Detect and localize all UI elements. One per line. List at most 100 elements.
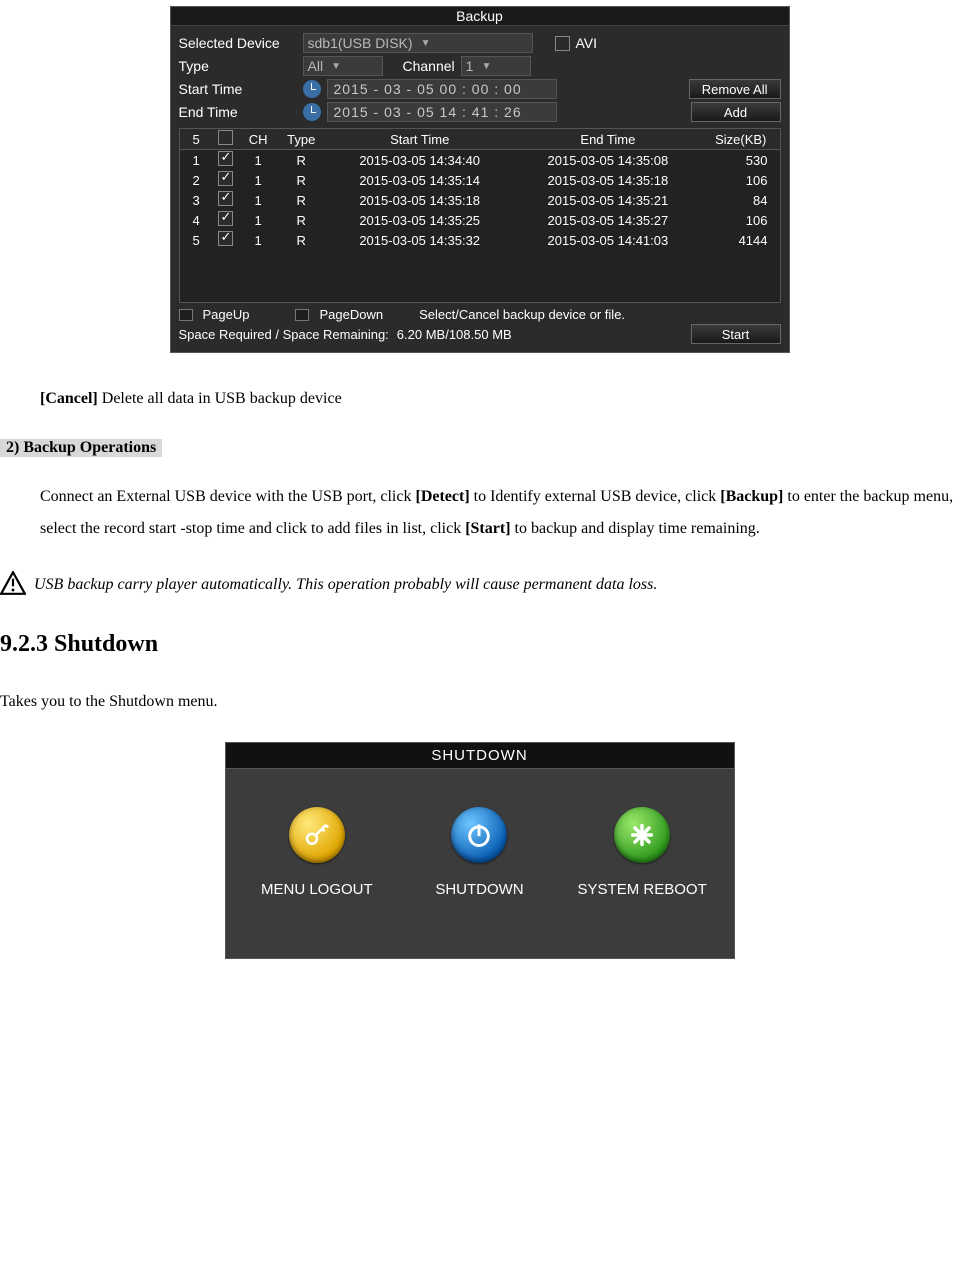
- row-type: R: [277, 150, 326, 171]
- clock-icon: [303, 80, 321, 98]
- select-all-checkbox[interactable]: [218, 130, 233, 145]
- row-idx: 5: [180, 230, 213, 250]
- pagedown-label[interactable]: PageDown: [319, 307, 383, 322]
- row-checkbox[interactable]: [218, 211, 233, 226]
- channel-label: Channel: [403, 58, 455, 74]
- col-ch: CH: [239, 129, 277, 150]
- row-type: R: [277, 190, 326, 210]
- col-start: Start Time: [326, 129, 514, 150]
- chevron-down-icon: ▼: [329, 61, 343, 72]
- row-size: 84: [702, 190, 780, 210]
- row-idx: 1: [180, 150, 213, 171]
- channel-value: 1: [466, 58, 474, 74]
- backup-table: 5 CH Type Start Time End Time Size(KB) 1…: [179, 128, 781, 303]
- selected-device-value: sdb1(USB DISK): [308, 35, 413, 51]
- backup-dialog: Backup Selected Device sdb1(USB DISK) ▼ …: [170, 6, 790, 353]
- cancel-line: [Cancel] Delete all data in USB backup d…: [40, 383, 959, 415]
- table-row[interactable]: 2 1R2015-03-05 14:35:142015-03-05 14:35:1…: [180, 170, 780, 190]
- row-checkbox[interactable]: [218, 231, 233, 246]
- pageup-label[interactable]: PageUp: [203, 307, 250, 322]
- system-reboot-label: SYSTEM REBOOT: [567, 881, 717, 898]
- row-ch: 1: [239, 150, 277, 171]
- add-button[interactable]: Add: [691, 102, 781, 122]
- pagedown-key-icon: [295, 309, 309, 321]
- type-value: All: [308, 58, 324, 74]
- row-checkbox[interactable]: [218, 191, 233, 206]
- row-idx: 4: [180, 210, 213, 230]
- row-end: 2015-03-05 14:35:08: [514, 150, 702, 171]
- row-start: 2015-03-05 14:35:32: [326, 230, 514, 250]
- row-end: 2015-03-05 14:35:18: [514, 170, 702, 190]
- row-ch: 1: [239, 170, 277, 190]
- selected-device-label: Selected Device: [179, 35, 297, 51]
- asterisk-icon: [614, 807, 670, 863]
- start-time-field[interactable]: 2015 - 03 - 05 00 : 00 : 00: [327, 79, 557, 99]
- warning-icon: [0, 571, 26, 595]
- key-icon: [289, 807, 345, 863]
- row-end: 2015-03-05 14:41:03: [514, 230, 702, 250]
- chevron-down-icon: ▼: [479, 61, 493, 72]
- clock-icon: [303, 103, 321, 121]
- shutdown-intro: Takes you to the Shutdown menu.: [0, 686, 959, 718]
- table-row[interactable]: 11R2015-03-05 14:34:402015-03-05 14:35:0…: [180, 150, 780, 171]
- row-size: 530: [702, 150, 780, 171]
- menu-logout-label: MENU LOGOUT: [242, 881, 392, 898]
- section-2-label: 2) Backup Operations: [0, 439, 162, 457]
- shutdown-title: SHUTDOWN: [226, 743, 734, 769]
- table-row[interactable]: 5 1R2015-03-05 14:35:322015-03-05 14:41:0…: [180, 230, 780, 250]
- system-reboot-button[interactable]: SYSTEM REBOOT: [567, 807, 717, 898]
- menu-logout-button[interactable]: MENU LOGOUT: [242, 807, 392, 898]
- start-time-label: Start Time: [179, 81, 297, 97]
- space-value: 6.20 MB/108.50 MB: [397, 327, 512, 342]
- select-hint: Select/Cancel backup device or file.: [419, 307, 625, 322]
- start-button[interactable]: Start: [691, 324, 781, 344]
- row-start: 2015-03-05 14:34:40: [326, 150, 514, 171]
- selected-device-combo[interactable]: sdb1(USB DISK) ▼: [303, 33, 533, 53]
- row-idx: 3: [180, 190, 213, 210]
- row-ch: 1: [239, 190, 277, 210]
- type-label: Type: [179, 58, 297, 74]
- table-row[interactable]: 3 1R2015-03-05 14:35:182015-03-05 14:35:2…: [180, 190, 780, 210]
- backup-ops-para: Connect an External USB device with the …: [40, 481, 959, 545]
- row-start: 2015-03-05 14:35:18: [326, 190, 514, 210]
- shutdown-label: SHUTDOWN: [404, 881, 554, 898]
- row-checkbox[interactable]: [218, 171, 233, 186]
- table-row[interactable]: 4 1R2015-03-05 14:35:252015-03-05 14:35:2…: [180, 210, 780, 230]
- shutdown-button[interactable]: SHUTDOWN: [404, 807, 554, 898]
- row-ch: 1: [239, 230, 277, 250]
- end-time-label: End Time: [179, 104, 297, 120]
- row-end: 2015-03-05 14:35:21: [514, 190, 702, 210]
- col-end: End Time: [514, 129, 702, 150]
- row-idx: 2: [180, 170, 213, 190]
- backup-title: Backup: [171, 7, 789, 26]
- cancel-rest: Delete all data in USB backup device: [98, 390, 342, 407]
- col-size: Size(KB): [702, 129, 780, 150]
- row-type: R: [277, 230, 326, 250]
- section-heading: 9.2.3 Shutdown: [0, 631, 959, 658]
- cancel-bold: [Cancel]: [40, 390, 98, 407]
- end-time-field[interactable]: 2015 - 03 - 05 14 : 41 : 26: [327, 102, 557, 122]
- avi-checkbox[interactable]: [555, 36, 570, 51]
- type-combo[interactable]: All ▼: [303, 56, 383, 76]
- count-header: 5: [180, 129, 213, 150]
- row-type: R: [277, 170, 326, 190]
- col-type: Type: [277, 129, 326, 150]
- row-ch: 1: [239, 210, 277, 230]
- pageup-key-icon: [179, 309, 193, 321]
- power-icon: [451, 807, 507, 863]
- avi-label: AVI: [576, 35, 598, 51]
- row-size: 4144: [702, 230, 780, 250]
- warning-text: USB backup carry player automatically. T…: [34, 576, 657, 593]
- warning-line: USB backup carry player automatically. T…: [0, 569, 959, 601]
- remove-all-button[interactable]: Remove All: [689, 79, 781, 99]
- space-label: Space Required / Space Remaining:: [179, 327, 389, 342]
- channel-combo[interactable]: 1 ▼: [461, 56, 531, 76]
- row-checkbox[interactable]: [218, 151, 233, 166]
- row-start: 2015-03-05 14:35:25: [326, 210, 514, 230]
- row-start: 2015-03-05 14:35:14: [326, 170, 514, 190]
- row-end: 2015-03-05 14:35:27: [514, 210, 702, 230]
- row-size: 106: [702, 170, 780, 190]
- chevron-down-icon: ▼: [419, 38, 433, 49]
- shutdown-dialog: SHUTDOWN MENU LOGOUT SHUTDOWN: [225, 742, 735, 959]
- row-type: R: [277, 210, 326, 230]
